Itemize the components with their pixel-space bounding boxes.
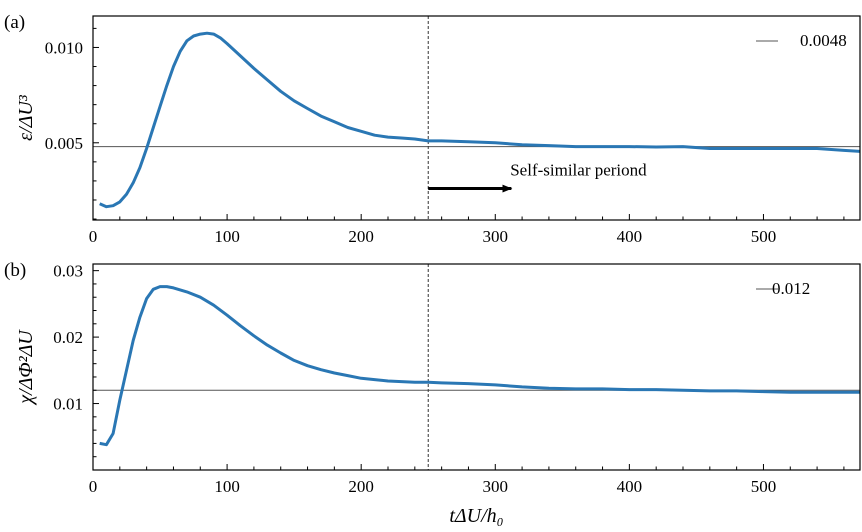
panel-a: 0 100 200 300 400 500 0.005 0.010 ε/ΔU³ (a) 0.0048… <box>4 12 861 246</box>
annotation-text: Self-similar periond <box>510 161 647 180</box>
x-axis-label: tΔU/h₀ <box>449 505 503 527</box>
x-tick-label: 400 <box>617 227 643 246</box>
series-line-0 <box>99 31 860 209</box>
x-tick-label: 300 <box>483 227 509 246</box>
panel-label: (a) <box>4 12 25 33</box>
x-tick-label: 500 <box>751 227 777 246</box>
x-tick-label: 300 <box>483 477 509 496</box>
axes-frame <box>92 15 861 221</box>
y-tick-label: 0.01 <box>53 395 83 414</box>
x-tick-label: 100 <box>214 227 240 246</box>
panel-label: (b) <box>4 260 26 281</box>
y-tick-label: 0.03 <box>53 262 83 281</box>
x-tick-label: 200 <box>348 227 374 246</box>
panel-b: 0 100 200 300 400 500 0.01 0.02 0.03 χ/ΔΦ²ΔU (b) 0.… <box>4 260 861 527</box>
y-axis-label: ε/ΔU³ <box>15 94 37 141</box>
y-tick-label: 0.010 <box>45 38 83 57</box>
y-tick-label: 0.005 <box>45 134 83 153</box>
legend-label: 0.0048 <box>800 31 847 50</box>
x-tick-label: 500 <box>751 477 777 496</box>
y-tick-label: 0.02 <box>53 328 83 347</box>
x-tick-label: 200 <box>348 477 374 496</box>
x-tick-label: 0 <box>89 227 98 246</box>
x-tick-label: 400 <box>617 477 643 496</box>
x-tick-label: 100 <box>214 477 240 496</box>
y-axis-label: χ/ΔΦ²ΔU <box>15 329 37 406</box>
series-line-0 <box>99 285 860 447</box>
axes-frame <box>92 263 861 471</box>
legend-label: 0.012 <box>772 279 810 298</box>
x-tick-label: 0 <box>89 477 98 496</box>
